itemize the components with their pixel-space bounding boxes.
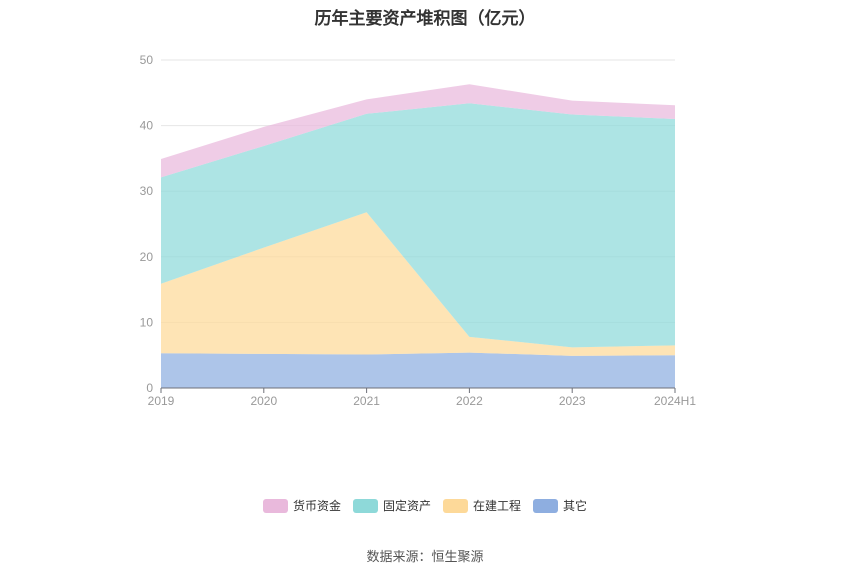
legend-item[interactable]: 在建工程	[443, 497, 521, 514]
chart-title: 历年主要资产堆积图（亿元）	[314, 9, 536, 28]
legend-swatch	[352, 498, 378, 513]
legend-label: 固定资产	[382, 499, 431, 513]
area-series-3	[161, 84, 675, 178]
source-note: 数据来源：恒生聚源	[366, 549, 484, 564]
area-series-2	[161, 103, 675, 348]
legend-swatch	[533, 498, 559, 513]
legend-label: 货币资金	[292, 499, 341, 513]
legend-item[interactable]: 固定资产	[352, 497, 431, 514]
area-series-1	[161, 212, 675, 356]
legend-item[interactable]: 其它	[533, 497, 587, 514]
legend-label: 其它	[563, 499, 588, 513]
legend-label: 在建工程	[473, 499, 522, 513]
x-tick-label: 2019	[148, 394, 175, 408]
y-tick-label: 30	[140, 184, 154, 198]
x-tick-label: 2022	[456, 394, 483, 408]
x-tick-label: 2020	[250, 394, 277, 408]
y-tick-label: 10	[140, 315, 154, 329]
area-series-0	[161, 352, 675, 388]
x-tick-label: 2024H1	[654, 394, 696, 408]
x-tick-label: 2021	[353, 394, 380, 408]
chart-legend: 货币资金 固定资产 在建工程 其它	[0, 497, 850, 514]
y-tick-label: 0	[146, 381, 153, 395]
x-tick-label: 2023	[559, 394, 586, 408]
y-tick-label: 50	[140, 53, 154, 67]
legend-swatch	[262, 498, 288, 513]
legend-swatch	[443, 498, 468, 513]
y-tick-label: 20	[140, 250, 154, 264]
y-tick-label: 40	[140, 119, 154, 133]
legend-item[interactable]: 货币资金	[262, 497, 341, 514]
